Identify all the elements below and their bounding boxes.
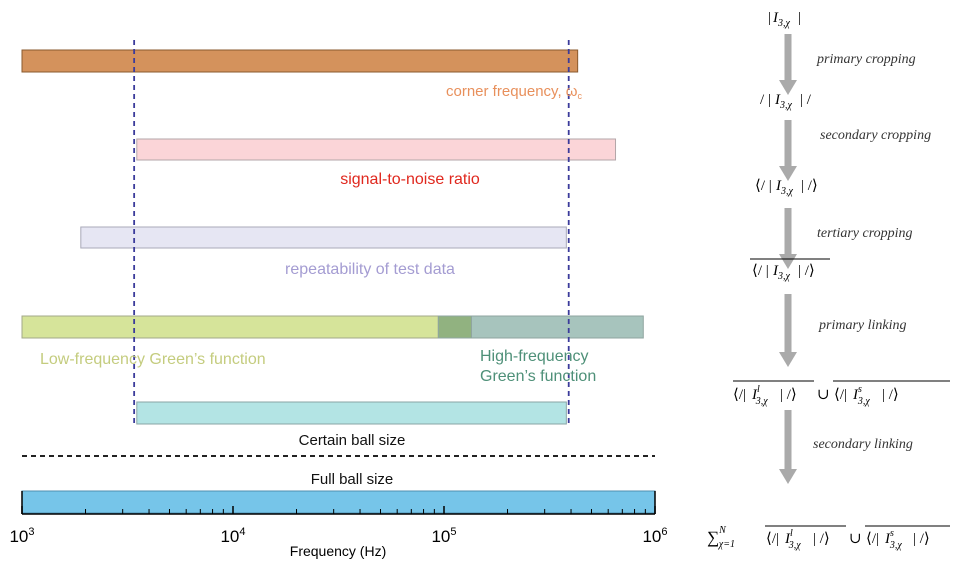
math-glyph: ⟨/|	[733, 387, 746, 403]
math-glyph: | /⟩	[780, 387, 797, 403]
sum-upper: N	[718, 525, 727, 536]
math-subscript: 3,χ	[777, 271, 791, 282]
math-subscript: 3,χ	[779, 100, 793, 111]
math-glyph: | /⟩	[882, 387, 899, 403]
math-glyph: ⟨/|	[834, 387, 847, 403]
tick-label: 104	[220, 526, 245, 546]
math-glyph: ⟨/ |	[752, 263, 769, 279]
bars-layer	[21, 40, 656, 514]
flow-step-label: secondary linking	[813, 437, 913, 452]
math-glyph: / |	[760, 92, 771, 108]
sum-lower: χ=1	[718, 539, 735, 550]
sum-symbol: ∑N χ=1	[707, 525, 735, 550]
math-superscript: l	[757, 384, 760, 395]
math-glyph: | /⟩	[813, 531, 830, 547]
corner-frequency-label-subscript: c	[578, 91, 583, 101]
math-symbol-I: I3,χ	[775, 178, 794, 197]
math-symbol-I: I3,χ	[772, 10, 791, 29]
math-superscript: l	[790, 528, 793, 539]
low-frequency-green-bar	[21, 315, 439, 339]
high-frequency-green-label-line: Green’s function	[480, 368, 596, 385]
flow-arrow-head	[779, 166, 797, 181]
math-glyph: | /⟩	[801, 178, 818, 194]
math-glyph: ∪	[817, 387, 830, 403]
flow-step-label: primary linking	[818, 318, 907, 333]
low-frequency-green-label: Low-frequency Green’s function	[40, 351, 266, 368]
corner-frequency-bar	[21, 49, 579, 73]
math-glyph: | /⟩	[913, 531, 930, 547]
certain-ball-size-bar	[136, 401, 567, 425]
flow-expression: | I3,χ |	[768, 10, 801, 29]
flow-arrow-head	[779, 254, 797, 269]
flow-arrow-head	[779, 80, 797, 95]
math-superscript: s	[858, 384, 862, 395]
processing-flow: primary cropping secondary cropping tertia…	[707, 10, 950, 551]
flow-step-label: tertiary cropping	[817, 226, 913, 241]
tick-label: 103	[9, 526, 34, 546]
flow-arrow-shaft	[784, 410, 792, 470]
tick-label-exponent: 3	[28, 526, 34, 538]
flow-arrow-shaft	[784, 208, 792, 255]
math-subscript: 3,χ	[788, 540, 802, 551]
certain-ball-size-label: Certain ball size	[299, 432, 406, 449]
math-symbol-I: I3,χ	[774, 92, 793, 111]
flow-arrow-head	[779, 352, 797, 367]
tick-label: 106	[642, 526, 667, 546]
flow-expression: ⟨/| Il 3,χ | /⟩ ∪ ⟨/| Is 3,χ | /⟩	[733, 380, 950, 407]
flow-step-label: primary cropping	[816, 52, 916, 67]
repeatability-bar	[80, 226, 567, 249]
tick-label: 105	[431, 526, 456, 546]
flow-step-label: secondary cropping	[820, 128, 931, 143]
signal-to-noise-label: signal-to-noise ratio	[340, 171, 480, 188]
flow-arrow-shaft	[784, 120, 792, 167]
math-glyph: |	[768, 10, 771, 26]
axis-title: Frequency (Hz)	[290, 543, 386, 559]
math-glyph: ⟨/|	[866, 531, 879, 547]
tick-label-exponent: 5	[450, 526, 456, 538]
math-subscript: 3,χ	[889, 540, 903, 551]
math-subscript: 3,χ	[777, 18, 791, 29]
signal-to-noise-bar	[136, 138, 617, 161]
math-glyph: | /	[800, 92, 812, 108]
math-subscript: 3,χ	[755, 396, 769, 407]
tick-label-exponent: 4	[239, 526, 245, 538]
high-frequency-green-label: High-frequency Green’s function	[480, 348, 596, 385]
flow-arrow	[779, 208, 797, 269]
math-symbol-I: Is 3,χ	[852, 384, 870, 407]
math-glyph: |	[798, 10, 801, 26]
math-symbol-I: Il 3,χ	[784, 528, 801, 551]
math-glyph: ⟨/|	[766, 531, 779, 547]
math-subscript: 3,χ	[857, 396, 871, 407]
math-glyph: | /⟩	[798, 263, 815, 279]
high-frequency-green-bar	[471, 315, 644, 339]
flow-expression: ⟨/ | I3,χ | /⟩	[755, 178, 818, 197]
math-glyph: ∪	[849, 531, 862, 547]
high-frequency-green-label-line: High-frequency	[480, 348, 589, 365]
flow-arrow	[779, 294, 797, 367]
full-ball-size-label: Full ball size	[311, 471, 394, 488]
green-function-overlap	[437, 315, 473, 339]
math-symbol-I: Il 3,χ	[751, 384, 768, 407]
flow-arrow	[779, 120, 797, 181]
math-glyph: ⟨/ |	[755, 178, 772, 194]
flow-arrow-head	[779, 469, 797, 484]
flow-arrow-shaft	[784, 294, 792, 353]
labels-layer: corner frequency, ωc signal-to-noise rati…	[40, 83, 596, 488]
flow-arrow-shaft	[784, 34, 792, 81]
frequency-axis: 103 104 105 106 Frequency (Hz)	[9, 491, 668, 559]
tick-label-exponent: 6	[661, 526, 667, 538]
flow-expression: / | I3,χ | /	[760, 92, 812, 111]
math-subscript: 3,χ	[780, 186, 794, 197]
flow-arrow	[779, 410, 797, 484]
flow-arrow	[779, 34, 797, 95]
math-symbol-I: Is 3,χ	[884, 528, 902, 551]
math-superscript: s	[890, 528, 894, 539]
full-ball-size-bar	[21, 490, 656, 514]
repeatability-label: repeatability of test data	[285, 261, 455, 278]
flow-expression: ∑N χ=1 ⟨/| Il 3,χ | /⟩ ∪ ⟨/| Is 3,χ | /⟩	[707, 525, 950, 551]
corner-frequency-label: corner frequency, ωc	[446, 83, 583, 101]
